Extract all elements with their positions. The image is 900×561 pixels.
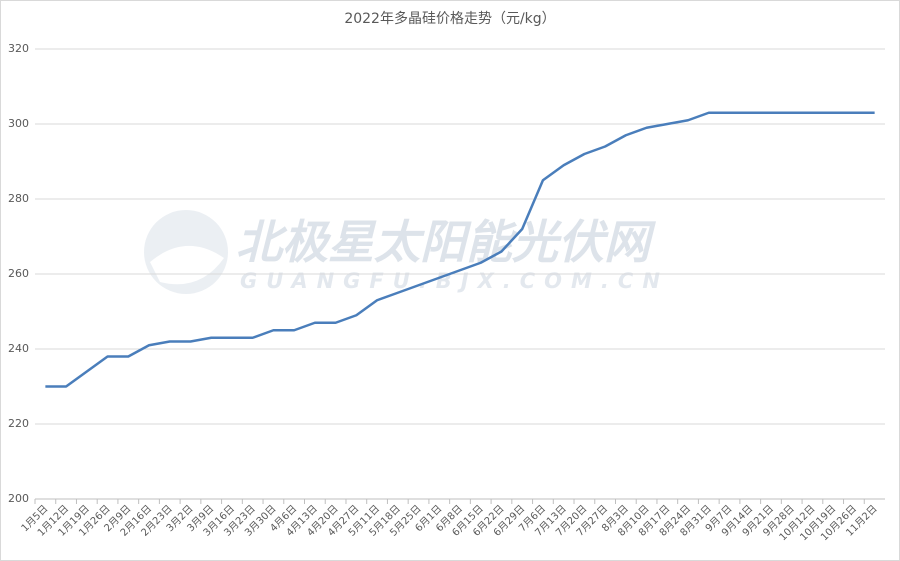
- watermark: 北极星太阳能光伏网: [236, 215, 656, 269]
- y-tick-label: 220: [8, 417, 29, 430]
- y-tick-label: 240: [8, 342, 29, 355]
- line: [45, 111, 875, 388]
- chart-title: 2022年多晶硅价格走势（元/kg）: [344, 10, 555, 27]
- y-tick-label: 200: [8, 492, 29, 505]
- y-tick-label: 300: [8, 117, 29, 130]
- y-tick-label: 320: [8, 42, 29, 55]
- watermark-logo: [144, 210, 228, 294]
- y-tick-label: 280: [8, 192, 29, 205]
- y-tick-label: 260: [8, 267, 29, 280]
